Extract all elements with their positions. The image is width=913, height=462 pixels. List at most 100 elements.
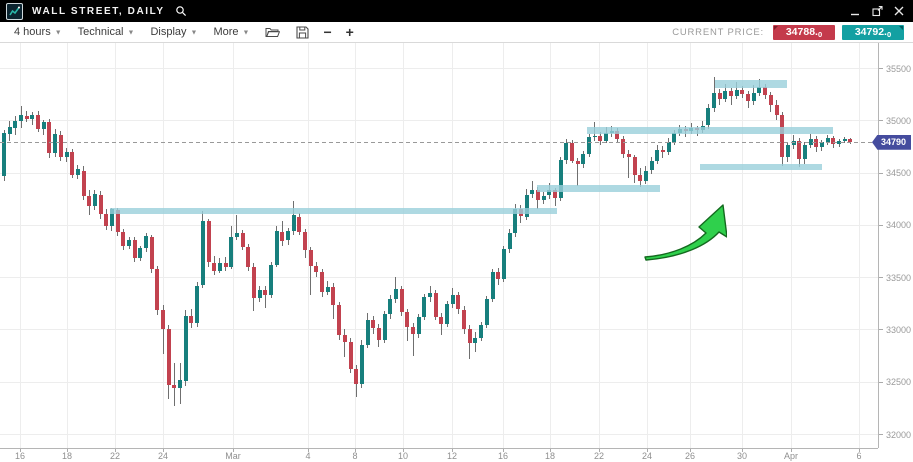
bid-price-badge[interactable]: 34788. 0 [773,24,835,40]
v-gridline [550,43,551,448]
candle-body [354,369,359,384]
price-axis-label: 32000 [886,429,912,440]
candle-body [848,139,853,143]
candle-body [53,133,58,153]
time-axis[interactable]: 16 18 22 24 Mar 4 8 10 12 16 18 22 24 26 30 Apr 6 [0,448,878,462]
candle-body [2,132,6,176]
search-icon[interactable] [175,5,187,17]
time-axis-label: 18 [61,451,73,461]
v-gridline [403,43,404,448]
ask-price-badge[interactable]: 34792. 0 [842,24,904,40]
candle-body [359,345,364,384]
candle-body [535,190,540,200]
more-dropdown[interactable]: More ▼ [213,26,249,38]
candle-body [558,160,563,198]
candle-body [490,271,495,300]
save-icon[interactable] [296,25,310,39]
price-tick [879,68,883,69]
candle-body [337,305,342,335]
candle-body [257,289,262,299]
candle-body [200,220,205,286]
candle-body [791,141,796,146]
display-label: Display [150,26,187,38]
candle-body [399,288,404,312]
candle-body [524,194,529,217]
price-axis-label: 34500 [886,168,912,179]
candle-body [348,342,353,370]
time-tick [742,449,743,452]
time-axis-label: Mar [225,451,241,461]
candle-body [632,156,637,175]
candle-body [774,104,779,116]
candle-body [382,313,387,340]
candle-body [422,297,427,317]
candle-body [757,86,762,94]
time-axis-label: 16 [497,451,509,461]
time-tick [859,449,860,452]
candle-body [723,91,728,100]
candle-body [626,153,631,157]
zoom-in-button[interactable]: + [345,24,354,40]
time-tick [599,449,600,452]
display-dropdown[interactable]: Display ▼ [150,26,197,38]
time-axis-label: 16 [14,451,26,461]
candle-body [445,304,449,325]
candle-body [115,210,120,233]
candle-wick [162,305,164,355]
time-tick [115,449,116,452]
price-axis-label: 35000 [886,115,912,126]
candle-body [581,153,586,165]
candle-wick [628,149,630,178]
candle-body [58,134,63,157]
candle-body [655,149,660,162]
price-axis[interactable]: 35500 35000 34500 34000 33500 33000 32500 32000 [878,43,913,448]
price-axis-label: 32500 [886,377,912,388]
candle-body [643,170,648,181]
candle-body [456,294,461,310]
candle-body [223,262,228,267]
folder-open-icon[interactable] [265,26,281,38]
candle-body [530,190,535,195]
time-tick [791,449,792,452]
candle-body [831,138,836,145]
candle-body [570,143,574,162]
candle-body [825,138,830,143]
candle-body [797,141,802,159]
candle-wick [730,87,732,105]
price-tick [879,120,883,122]
candle-body [297,216,302,233]
v-gridline [503,43,504,448]
h-gridline [0,381,878,383]
candle-body [138,247,143,259]
bid-direction-icon [774,25,778,30]
zoom-out-button[interactable]: − [323,24,332,40]
candle-body [274,231,279,265]
candle-body [70,151,75,175]
chart-area[interactable]: 35500 35000 34500 34000 33500 33000 32500 32000… [0,43,913,462]
candle-body [325,286,330,292]
chevron-down-icon: ▼ [190,29,198,36]
candle-wick [344,329,346,357]
price-tick [879,381,883,383]
candle-body [496,271,501,280]
technical-dropdown[interactable]: Technical ▼ [78,26,135,38]
price-axis-label: 34000 [886,220,912,231]
bid-price-decimal: 0 [817,29,823,39]
close-button[interactable] [891,3,907,19]
time-axis-label: 6 [856,451,862,461]
candlestick-plot[interactable] [0,43,878,448]
candle-body [217,262,222,271]
title-bar: WALL STREET, DAILY [0,0,913,22]
timeframe-dropdown[interactable]: 4 hours ▼ [14,26,62,38]
time-tick [355,449,356,452]
candle-body [178,379,183,388]
candle-body [376,328,381,340]
candle-body [109,209,114,226]
app-logo-icon [6,2,23,20]
candle-body [484,299,489,326]
popout-button[interactable] [869,3,885,19]
candle-body [473,337,478,343]
candle-body [780,115,785,157]
price-zone [537,185,660,192]
minimize-button[interactable] [847,3,863,19]
